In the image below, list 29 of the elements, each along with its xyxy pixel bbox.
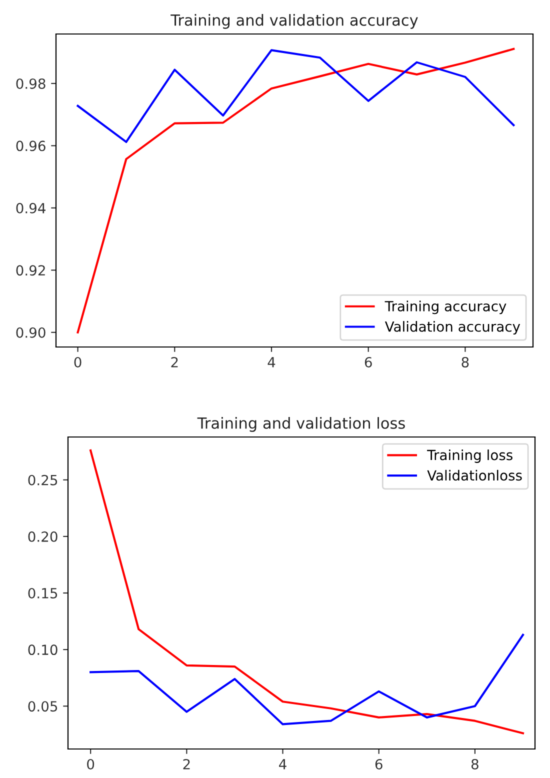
line-series	[90, 449, 524, 734]
legend-label: Validationloss	[427, 470, 522, 481]
y-tick-label: 0.15	[28, 588, 58, 598]
legend-label: Validation accuracy	[384, 321, 520, 334]
x-tick-label: 4	[279, 759, 286, 770]
y-tick-label: 0.05	[28, 701, 58, 712]
x-tick-label: 6	[375, 758, 382, 770]
x-tick-label: 2	[171, 356, 178, 368]
y-tick-label: 0.10	[28, 644, 58, 656]
x-tick-label: 2	[183, 758, 190, 770]
legend-label: Training loss	[427, 450, 512, 463]
x-tick-label: 4	[268, 357, 276, 368]
y-tick-label: 0.20	[28, 531, 58, 542]
x-tick-label: 8	[471, 758, 478, 770]
y-tick-label: 0.96	[16, 140, 46, 152]
x-tick-label: 0	[87, 758, 94, 770]
chart-title: Training and validation accuracy	[170, 14, 418, 29]
chart-title: Training and validation loss	[197, 417, 405, 432]
y-tick-label: 0.98	[16, 78, 46, 89]
line-series	[76, 49, 515, 144]
x-tick-label: 0	[74, 356, 82, 368]
y-tick-label: 0.25	[28, 474, 58, 486]
line-series	[90, 634, 524, 726]
y-tick-label: 0.94	[16, 202, 46, 214]
x-tick-label: 6	[364, 356, 372, 368]
y-tick-label: 0.92	[16, 265, 45, 276]
legend-label: Training accuracy	[384, 300, 506, 314]
y-tick-label: 0.90	[16, 327, 46, 338]
x-tick-label: 8	[462, 356, 469, 368]
